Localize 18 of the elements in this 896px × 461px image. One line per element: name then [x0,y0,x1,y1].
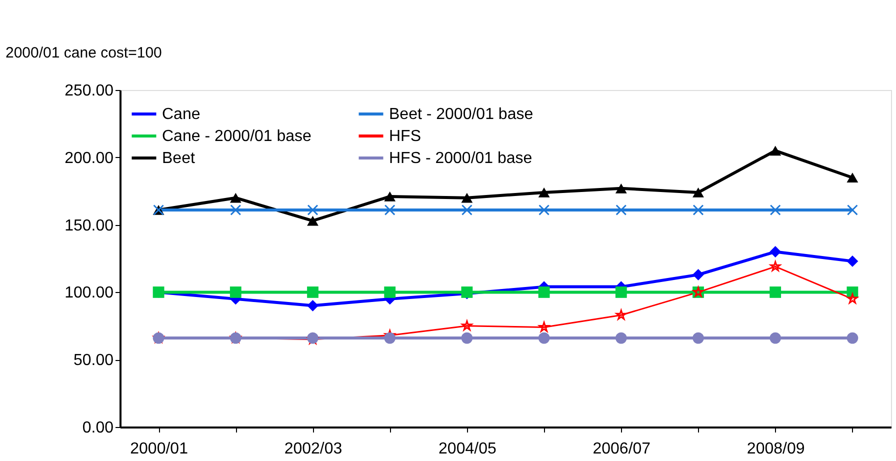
x-tick-label: 2002/03 [284,440,342,458]
y-tick-label: 150.00 [64,217,114,234]
y-tick-label: 50.00 [73,352,114,370]
legend-label: HFS [389,128,421,145]
x-tick-label: 2004/05 [438,440,496,458]
y-tick-label: 0.00 [82,420,114,436]
x-tick-label: 2006/07 [592,440,651,458]
legend-label: Beet [162,150,196,167]
legend-label: Cane - 2000/01 base [162,128,312,145]
y-axis-title: 2000/01 cane cost=100 [6,44,162,62]
y-tick-label: 200.00 [64,150,114,167]
legend-label: Beet - 2000/01 base [389,106,534,123]
x-tick-label: 2008/09 [746,440,805,458]
legend-label: HFS - 2000/01 base [389,150,532,167]
legend-label: Cane [162,106,200,123]
y-tick-label: 250.00 [64,82,114,100]
x-tick-label: 2000/01 [130,440,188,458]
y-tick-label: 100.00 [64,284,114,302]
